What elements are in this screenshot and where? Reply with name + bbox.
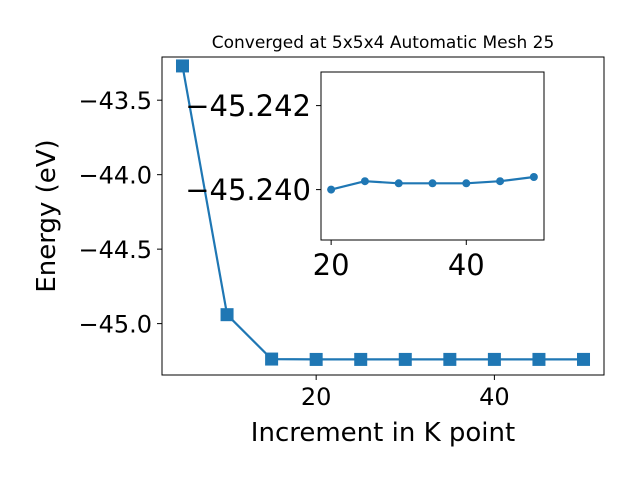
y-axis-label: Energy (eV)	[32, 139, 62, 292]
main-data-point	[532, 352, 546, 366]
inset-y-tick-label: −45.242	[185, 89, 311, 123]
main-x-ticks: 20 40	[301, 375, 510, 411]
main-y-tick-label: −44.5	[78, 236, 152, 264]
inset-data-point	[394, 179, 403, 188]
inset-data-point	[428, 179, 437, 188]
inset-data-point	[360, 177, 369, 186]
inset-x-tick-label: 20	[313, 248, 350, 282]
main-data-point	[265, 352, 279, 366]
main-chart: Converged at 5x5x4 Automatic Mesh 25 Inc…	[32, 33, 605, 448]
main-data-point	[398, 352, 412, 366]
main-data-point	[487, 352, 501, 366]
inset-chart: 20 40 −45.242−45.240	[185, 71, 545, 282]
inset-y-tick-label: −45.240	[185, 173, 311, 207]
main-y-ticks: −43.5 −44.0 −44.5 −45.0	[78, 87, 162, 338]
inset-background	[321, 72, 544, 240]
main-y-tick-label: −43.5	[78, 87, 152, 115]
inset-x-ticks: 20 40	[313, 240, 485, 282]
inset-data-point	[462, 179, 471, 188]
main-data-point	[220, 308, 234, 322]
main-plot-frame	[161, 56, 605, 376]
chart-title: Converged at 5x5x4 Automatic Mesh 25	[212, 33, 555, 53]
main-x-tick-label: 20	[301, 383, 332, 411]
main-y-tick-label: −44.0	[78, 161, 152, 189]
main-y-tick-label: −45.0	[78, 310, 152, 338]
main-data-point	[354, 352, 368, 366]
main-series-line	[181, 65, 584, 361]
main-data-point	[443, 352, 457, 366]
main-data-point	[577, 352, 591, 366]
inset-series	[327, 173, 538, 194]
inset-data-point	[529, 173, 538, 181]
inset-data-point	[496, 177, 505, 186]
main-data-point	[175, 59, 189, 73]
x-axis-label: Increment in K point	[251, 418, 515, 448]
inset-y-ticks: −45.242 −45.240	[185, 89, 321, 207]
main-x-tick-label: 40	[479, 383, 510, 411]
main-series	[175, 59, 591, 366]
inset-x-tick-label: 40	[448, 248, 485, 282]
main-data-point	[309, 352, 323, 366]
inset-data-point	[327, 185, 336, 194]
inset-plot-frame	[320, 71, 545, 241]
